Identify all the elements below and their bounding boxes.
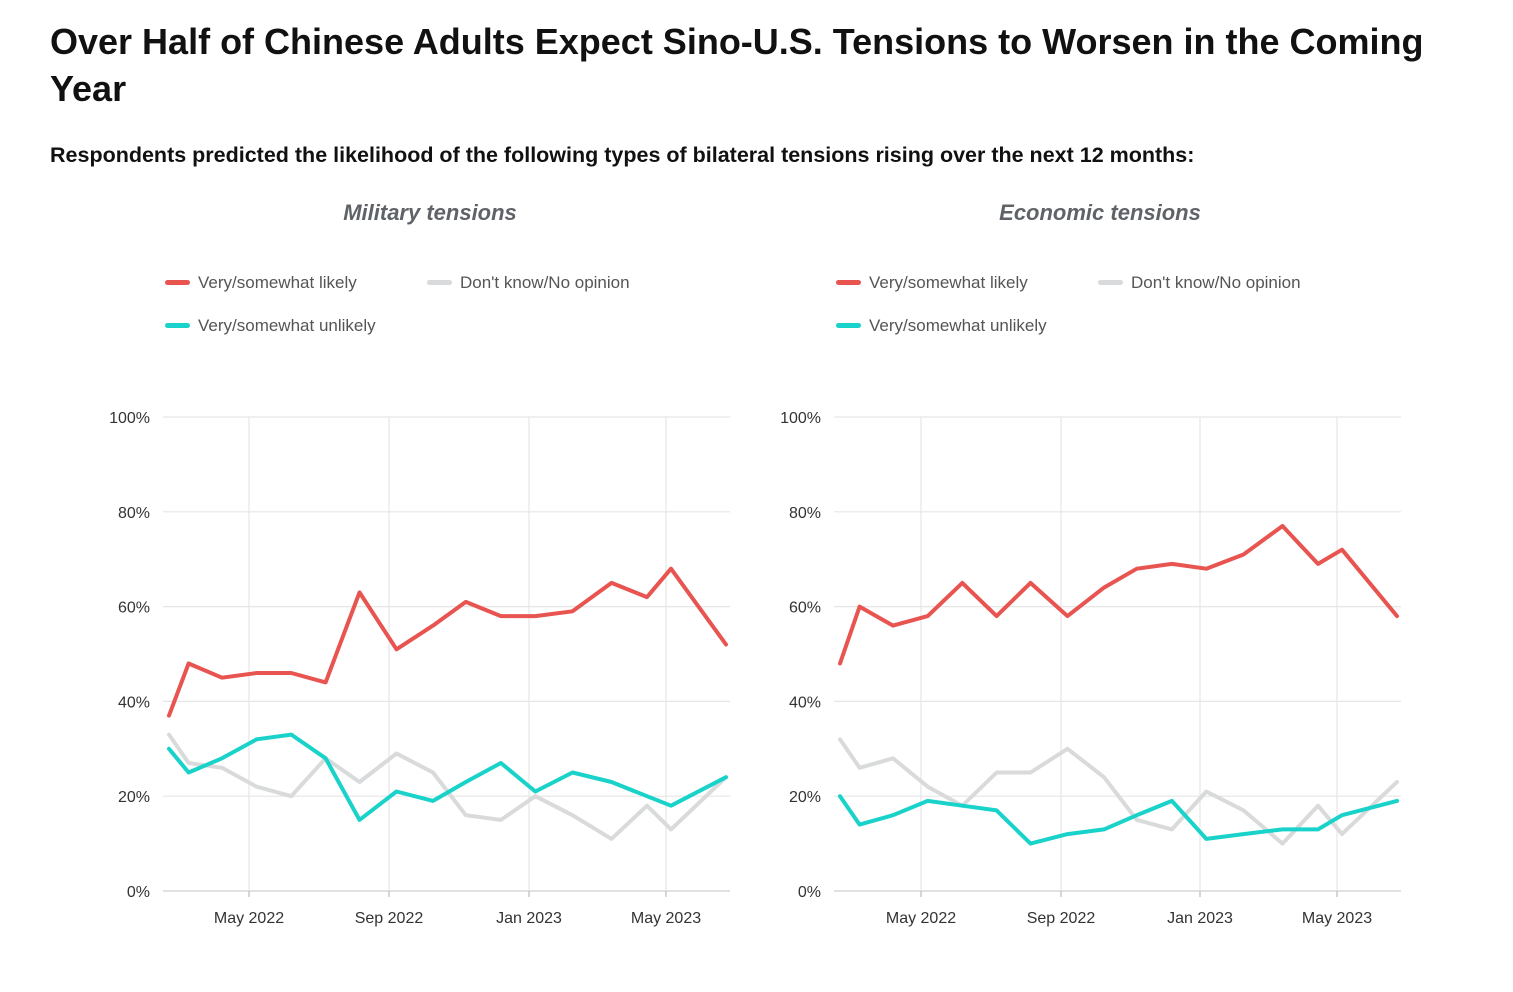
x-tick-label: Sep 2022 bbox=[1027, 910, 1096, 927]
legend-swatch-likely bbox=[836, 280, 861, 286]
x-tick-label: May 2022 bbox=[214, 910, 284, 927]
page-subtitle: Respondents predicted the likelihood of … bbox=[50, 143, 1195, 167]
y-tick-label: 20% bbox=[789, 789, 821, 806]
legend-label: Very/somewhat unlikely bbox=[869, 316, 1047, 335]
y-tick-label: 60% bbox=[118, 600, 150, 617]
legend-item-dontknow[interactable]: Don't know/No opinion bbox=[1098, 273, 1301, 293]
y-tick-label: 40% bbox=[789, 694, 821, 711]
chart-title-economic: Economic tensions bbox=[999, 200, 1201, 225]
y-tick-label: 40% bbox=[118, 694, 150, 711]
series-line-dontknow bbox=[167, 732, 728, 841]
legend-label: Don't know/No opinion bbox=[1131, 273, 1301, 292]
legend-swatch-unlikely bbox=[165, 323, 190, 329]
y-tick-label: 80% bbox=[789, 505, 821, 522]
x-tick-label: May 2023 bbox=[631, 910, 701, 927]
series-line-unlikely bbox=[838, 794, 1399, 846]
y-tick-label: 0% bbox=[127, 884, 150, 901]
legend-swatch-dontknow bbox=[427, 280, 452, 286]
legend-label: Very/somewhat unlikely bbox=[198, 316, 376, 335]
page-title: Over Half of Chinese Adults Expect Sino-… bbox=[50, 21, 1424, 109]
x-tick-label: Sep 2022 bbox=[355, 910, 424, 927]
y-tick-label: 0% bbox=[798, 884, 821, 901]
legend-item-unlikely[interactable]: Very/somewhat unlikely bbox=[836, 316, 1047, 336]
legend-swatch-dontknow bbox=[1098, 280, 1123, 286]
series-line-likely bbox=[167, 566, 728, 718]
y-tick-label: 80% bbox=[118, 505, 150, 522]
legend-label: Don't know/No opinion bbox=[460, 273, 630, 292]
x-tick-label: Jan 2023 bbox=[496, 910, 562, 927]
series-line-likely bbox=[838, 524, 1399, 666]
y-tick-label: 100% bbox=[780, 410, 821, 427]
legend-label: Very/somewhat likely bbox=[869, 273, 1028, 292]
legend-swatch-likely bbox=[165, 280, 190, 286]
legend-label: Very/somewhat likely bbox=[198, 273, 357, 292]
y-tick-label: 60% bbox=[789, 600, 821, 617]
legend-item-likely[interactable]: Very/somewhat likely bbox=[165, 273, 357, 293]
x-tick-label: May 2022 bbox=[886, 910, 956, 927]
legend-item-likely[interactable]: Very/somewhat likely bbox=[836, 273, 1028, 293]
legend-item-unlikely[interactable]: Very/somewhat unlikely bbox=[165, 316, 376, 336]
x-tick-label: Jan 2023 bbox=[1167, 910, 1233, 927]
y-tick-label: 100% bbox=[109, 410, 150, 427]
y-tick-label: 20% bbox=[118, 789, 150, 806]
legend-item-dontknow[interactable]: Don't know/No opinion bbox=[427, 273, 630, 293]
legend-swatch-unlikely bbox=[836, 323, 861, 329]
series-line-unlikely bbox=[167, 732, 728, 822]
x-tick-label: May 2023 bbox=[1302, 910, 1372, 927]
chart-title-military: Military tensions bbox=[343, 200, 517, 225]
